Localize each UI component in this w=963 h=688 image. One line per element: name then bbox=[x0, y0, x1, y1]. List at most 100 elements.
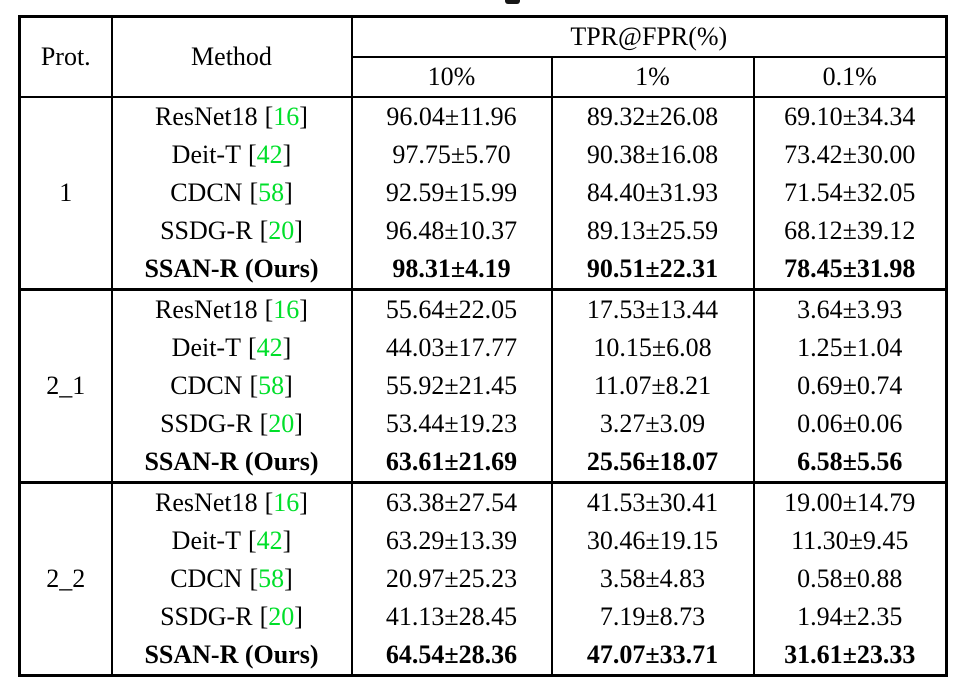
method-label: SSAN-R (Ours) bbox=[144, 640, 319, 670]
citation: [42] bbox=[248, 140, 291, 170]
header-row-1: Prot. Method TPR@FPR(%) bbox=[18, 16, 948, 97]
method-cell: ResNet18 [16] bbox=[110, 96, 353, 136]
value-cell: 1.25±1.04 bbox=[752, 329, 948, 367]
value-cell: 0.06±0.06 bbox=[752, 405, 948, 443]
method-cell: Deit-T [42] bbox=[110, 329, 353, 367]
citation-link[interactable]: 42 bbox=[256, 526, 283, 556]
table-row: SSDG-R [20] 96.48±10.37 89.13±25.59 68.12… bbox=[20, 212, 948, 250]
table-row-ours: SSAN-R (Ours) 64.54±28.36 47.07±33.71 31… bbox=[20, 636, 948, 676]
value-cell: 69.10±34.34 bbox=[752, 96, 948, 136]
value-cell: 6.58±5.56 bbox=[752, 443, 948, 483]
caption-text-fragment bbox=[505, 0, 520, 4]
cite-close-bracket: ] bbox=[294, 602, 303, 632]
cite-open-bracket: [ bbox=[247, 140, 257, 170]
citation: [42] bbox=[248, 333, 291, 363]
cite-close-bracket: ] bbox=[299, 488, 308, 518]
cite-close-bracket: ] bbox=[294, 409, 303, 439]
citation-link[interactable]: 58 bbox=[258, 178, 285, 208]
cite-open-bracket: [ bbox=[249, 371, 259, 401]
value-cell: 19.00±14.79 bbox=[752, 481, 948, 522]
value-cell: 78.45±31.98 bbox=[752, 250, 948, 290]
cite-open-bracket: [ bbox=[264, 102, 274, 132]
value-cell: 84.40±31.93 bbox=[550, 174, 755, 212]
cite-close-bracket: ] bbox=[284, 564, 293, 594]
value-cell: 96.04±11.96 bbox=[350, 96, 553, 136]
protocol-cell: 2_1 bbox=[18, 288, 113, 483]
method-cell: SSAN-R (Ours) bbox=[110, 443, 353, 483]
citation-link[interactable]: 42 bbox=[256, 333, 283, 363]
value-cell: 3.27±3.09 bbox=[550, 405, 755, 443]
value-cell: 55.92±21.45 bbox=[350, 367, 553, 405]
method-cell: Deit-T [42] bbox=[110, 522, 353, 560]
value-cell: 7.19±8.73 bbox=[550, 598, 755, 636]
citation: [16] bbox=[265, 488, 308, 518]
method-label: Deit-T bbox=[171, 526, 241, 556]
method-cell: ResNet18 [16] bbox=[110, 288, 353, 329]
header-method: Method bbox=[110, 16, 353, 97]
method-label: Deit-T bbox=[171, 140, 241, 170]
method-label: SSDG-R bbox=[160, 602, 253, 632]
cite-close-bracket: ] bbox=[282, 140, 292, 170]
citation-link[interactable]: 16 bbox=[273, 102, 300, 132]
cite-close-bracket: ] bbox=[282, 333, 292, 363]
method-label: SSAN-R (Ours) bbox=[144, 447, 319, 477]
citation-link[interactable]: 58 bbox=[258, 564, 285, 594]
cite-close-bracket: ] bbox=[284, 178, 293, 208]
table-row: 1 ResNet18 [16] 96.04±11.96 89.32±26.08 6… bbox=[18, 96, 948, 290]
value-cell: 41.53±30.41 bbox=[550, 481, 755, 522]
cite-open-bracket: [ bbox=[259, 602, 269, 632]
table-row: Deit-T [42] 63.29±13.39 30.46±19.15 11.30… bbox=[20, 522, 948, 560]
method-label: CDCN bbox=[170, 178, 243, 208]
method-cell: SSAN-R (Ours) bbox=[110, 636, 353, 676]
value-cell: 71.54±32.05 bbox=[752, 174, 948, 212]
cite-open-bracket: [ bbox=[259, 409, 269, 439]
value-cell: 55.64±22.05 bbox=[350, 288, 553, 329]
citation-link[interactable]: 20 bbox=[268, 216, 295, 246]
citation-link[interactable]: 16 bbox=[273, 488, 300, 518]
method-label: ResNet18 bbox=[155, 102, 258, 132]
citation: [58] bbox=[249, 178, 292, 208]
value-cell: 20.97±25.23 bbox=[350, 560, 553, 598]
protocol-cell: 1 bbox=[18, 96, 113, 290]
cite-close-bracket: ] bbox=[299, 295, 308, 325]
method-label: SSDG-R bbox=[160, 216, 253, 246]
method-label: Deit-T bbox=[171, 333, 241, 363]
value-cell: 63.38±27.54 bbox=[350, 481, 553, 522]
header-tpr-group: TPR@FPR(%) bbox=[350, 16, 948, 57]
citation-link[interactable]: 20 bbox=[268, 602, 295, 632]
method-label: CDCN bbox=[170, 564, 243, 594]
method-cell: SSDG-R [20] bbox=[110, 212, 353, 250]
header-subcol-10: 10% bbox=[350, 56, 553, 97]
citation-link[interactable]: 20 bbox=[268, 409, 295, 439]
citation-link[interactable]: 42 bbox=[256, 140, 283, 170]
cite-open-bracket: [ bbox=[264, 295, 274, 325]
table-row: SSDG-R [20] 41.13±28.45 7.19±8.73 1.94±2.… bbox=[20, 598, 948, 636]
cite-open-bracket: [ bbox=[247, 526, 257, 556]
citation-link[interactable]: 16 bbox=[273, 295, 300, 325]
value-cell: 97.75±5.70 bbox=[350, 136, 553, 174]
value-cell: 47.07±33.71 bbox=[550, 636, 755, 676]
method-cell: SSAN-R (Ours) bbox=[110, 250, 353, 290]
value-cell: 89.13±25.59 bbox=[550, 212, 755, 250]
citation-link[interactable]: 58 bbox=[258, 371, 285, 401]
value-cell: 31.61±23.33 bbox=[752, 636, 948, 676]
method-label: CDCN bbox=[170, 371, 243, 401]
cite-close-bracket: ] bbox=[294, 216, 303, 246]
citation: [20] bbox=[260, 602, 303, 632]
value-cell: 98.31±4.19 bbox=[350, 250, 553, 290]
method-label: SSAN-R (Ours) bbox=[144, 254, 319, 284]
citation: [16] bbox=[265, 102, 308, 132]
table-row: Deit-T [42] 44.03±17.77 10.15±6.08 1.25±1… bbox=[20, 329, 948, 367]
value-cell: 96.48±10.37 bbox=[350, 212, 553, 250]
value-cell: 63.61±21.69 bbox=[350, 443, 553, 483]
table-row: CDCN [58] 55.92±21.45 11.07±8.21 0.69±0.7… bbox=[20, 367, 948, 405]
table-row: Deit-T [42] 97.75±5.70 90.38±16.08 73.42±… bbox=[20, 136, 948, 174]
protocol-cell: 2_2 bbox=[18, 481, 113, 676]
value-cell: 89.32±26.08 bbox=[550, 96, 755, 136]
citation: [16] bbox=[265, 295, 308, 325]
cite-close-bracket: ] bbox=[284, 371, 293, 401]
value-cell: 53.44±19.23 bbox=[350, 405, 553, 443]
value-cell: 44.03±17.77 bbox=[350, 329, 553, 367]
table-row: SSDG-R [20] 53.44±19.23 3.27±3.09 0.06±0.… bbox=[20, 405, 948, 443]
